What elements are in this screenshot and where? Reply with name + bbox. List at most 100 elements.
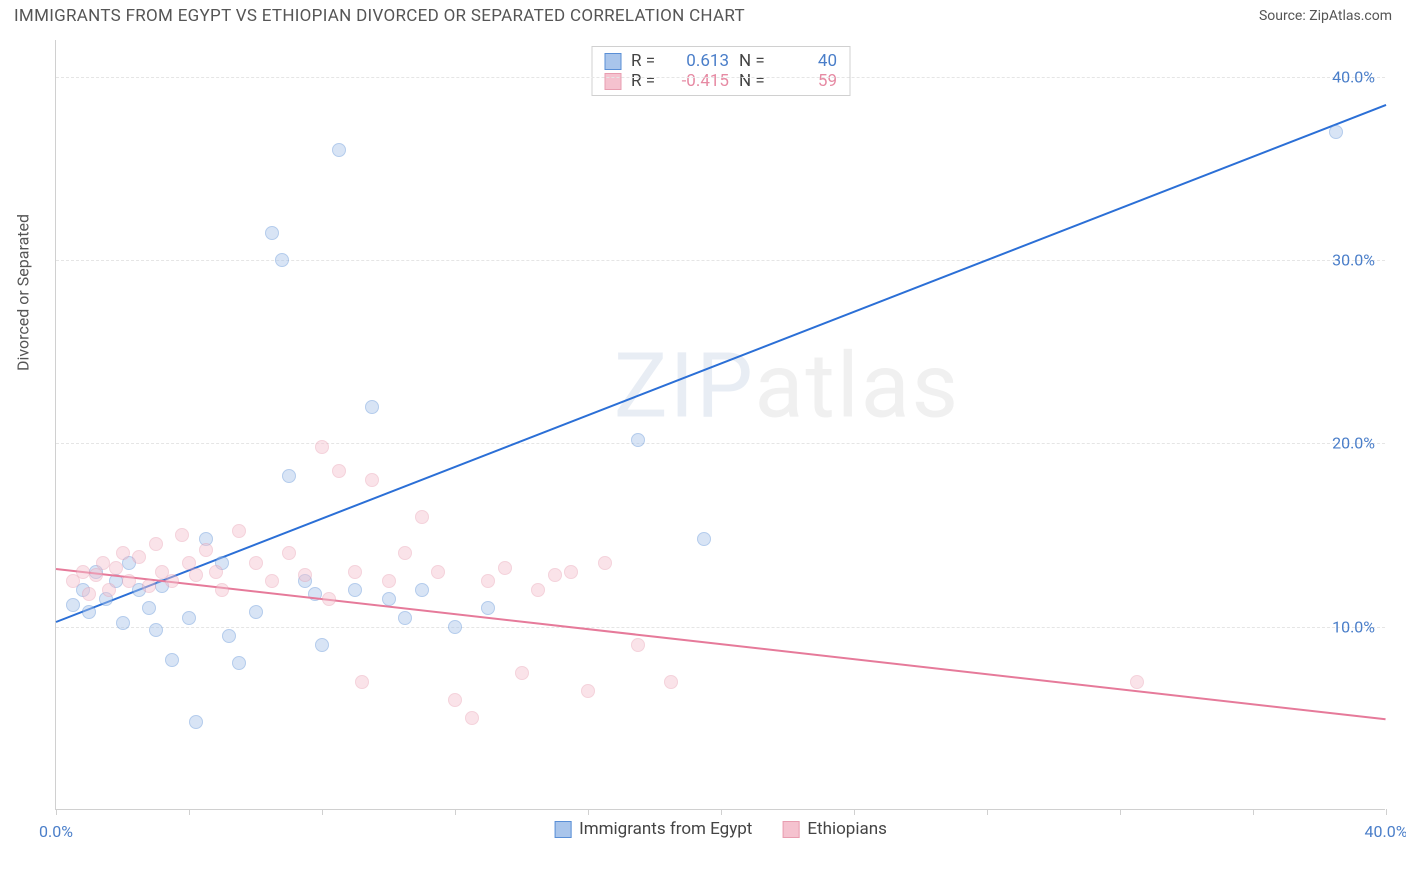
y-tick-label: 40.0%	[1332, 67, 1375, 86]
x-tick-mark	[987, 809, 988, 815]
n-label: N =	[739, 51, 767, 71]
data-point	[249, 605, 263, 619]
data-point	[232, 524, 246, 538]
series2-n-value: 59	[777, 71, 837, 91]
data-point	[222, 629, 236, 643]
data-point	[398, 611, 412, 625]
data-point	[149, 537, 163, 551]
data-point	[265, 574, 279, 588]
data-point	[165, 574, 179, 588]
data-point	[365, 400, 379, 414]
data-point	[209, 565, 223, 579]
data-point	[322, 592, 336, 606]
watermark-atlas: atlas	[754, 334, 960, 439]
data-point	[598, 556, 612, 570]
series2-r-value: -0.415	[669, 71, 729, 91]
y-axis-label: Divorced or Separated	[14, 214, 33, 371]
series1-legend-label: Immigrants from Egypt	[579, 819, 752, 839]
data-point	[82, 605, 96, 619]
data-point	[116, 546, 130, 560]
data-point	[182, 611, 196, 625]
data-point	[282, 546, 296, 560]
data-point	[382, 574, 396, 588]
x-tick-mark	[455, 809, 456, 815]
data-point	[189, 568, 203, 582]
y-tick-label: 30.0%	[1332, 251, 1375, 270]
data-point	[76, 565, 90, 579]
legend-item-series2: Ethiopians	[782, 819, 887, 839]
data-point	[515, 666, 529, 680]
data-point	[315, 638, 329, 652]
data-point	[581, 684, 595, 698]
data-point	[415, 510, 429, 524]
series2-swatch	[782, 821, 799, 838]
stats-legend-box: R = 0.613 N = 40 R = -0.415 N = 59	[591, 46, 850, 96]
series2-legend-label: Ethiopians	[807, 819, 887, 839]
data-point	[332, 143, 346, 157]
data-point	[116, 616, 130, 630]
data-point	[481, 574, 495, 588]
data-point	[199, 543, 213, 557]
data-point	[415, 583, 429, 597]
r-label: R =	[631, 71, 659, 91]
gridline	[56, 627, 1385, 628]
x-tick-mark	[721, 809, 722, 815]
gridline	[56, 443, 1385, 444]
source-attribution: Source: ZipAtlas.com	[1259, 8, 1392, 24]
data-point	[175, 528, 189, 542]
data-point	[142, 579, 156, 593]
data-point	[249, 556, 263, 570]
x-tick-mark	[854, 809, 855, 815]
data-point	[531, 583, 545, 597]
series1-swatch	[554, 821, 571, 838]
stats-row-series2: R = -0.415 N = 59	[604, 71, 837, 91]
data-point	[431, 565, 445, 579]
data-point	[1130, 675, 1144, 689]
chart-title: IMMIGRANTS FROM EGYPT VS ETHIOPIAN DIVOR…	[14, 6, 745, 26]
data-point	[96, 556, 110, 570]
stats-row-series1: R = 0.613 N = 40	[604, 51, 837, 71]
data-point	[265, 226, 279, 240]
r-label: R =	[631, 51, 659, 71]
data-point	[332, 464, 346, 478]
data-point	[398, 546, 412, 560]
data-point	[132, 550, 146, 564]
data-point	[66, 598, 80, 612]
gridline	[56, 77, 1385, 78]
data-point	[122, 574, 136, 588]
data-point	[481, 601, 495, 615]
data-point	[102, 583, 116, 597]
data-point	[109, 561, 123, 575]
data-point	[498, 561, 512, 575]
bottom-legend: Immigrants from Egypt Ethiopians	[554, 819, 887, 839]
trend-line-series1	[56, 104, 1387, 623]
data-point	[89, 568, 103, 582]
x-tick-mark	[1386, 809, 1387, 815]
data-point	[564, 565, 578, 579]
x-tick-mark	[322, 809, 323, 815]
data-point	[365, 473, 379, 487]
data-point	[1329, 125, 1343, 139]
chart-header: IMMIGRANTS FROM EGYPT VS ETHIOPIAN DIVOR…	[0, 0, 1406, 28]
data-point	[465, 711, 479, 725]
data-point	[631, 433, 645, 447]
data-point	[355, 675, 369, 689]
data-point	[189, 715, 203, 729]
chart-container: Divorced or Separated ZIPatlas R = 0.613…	[35, 40, 1385, 840]
gridline	[56, 260, 1385, 261]
y-tick-label: 10.0%	[1332, 617, 1375, 636]
data-point	[448, 693, 462, 707]
data-point	[282, 469, 296, 483]
data-point	[275, 253, 289, 267]
data-point	[149, 623, 163, 637]
data-point	[142, 601, 156, 615]
x-tick-mark	[189, 809, 190, 815]
series1-swatch	[604, 53, 621, 70]
series1-n-value: 40	[777, 51, 837, 71]
series2-swatch	[604, 73, 621, 90]
data-point	[664, 675, 678, 689]
data-point	[348, 565, 362, 579]
trend-line-series2	[56, 568, 1386, 720]
x-tick-mark	[588, 809, 589, 815]
x-tick-mark	[1120, 809, 1121, 815]
